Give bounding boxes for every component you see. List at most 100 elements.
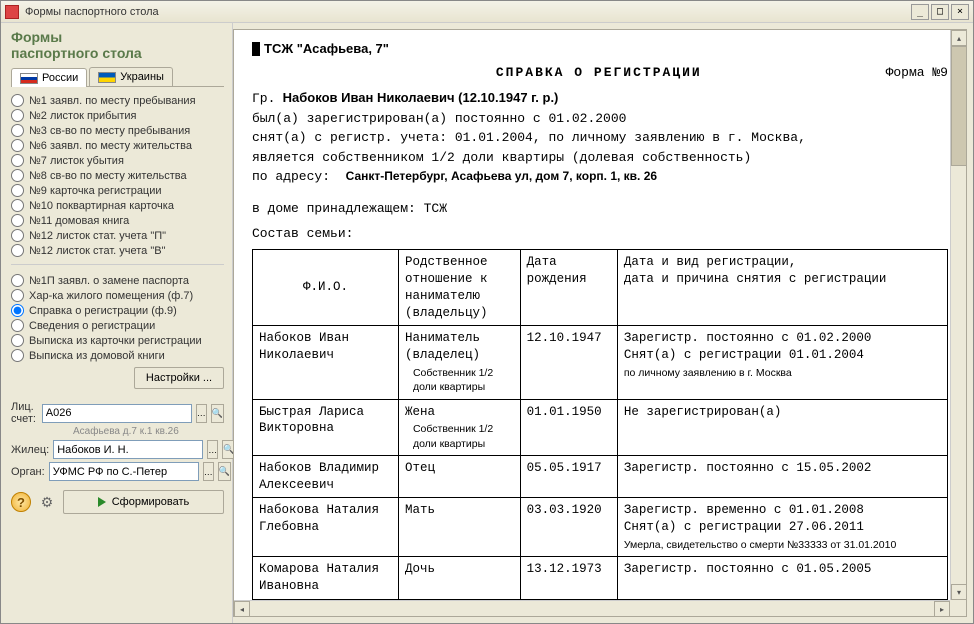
- separator: [11, 264, 224, 265]
- form-radio[interactable]: [11, 154, 24, 167]
- form-radio-label: №12 листок стат. учета "П": [29, 230, 166, 242]
- form-radio[interactable]: [11, 199, 24, 212]
- form-radio-label: Хар-ка жилого помещения (ф.7): [29, 290, 193, 302]
- form-radio-item[interactable]: №12 листок стат. учета "П": [11, 228, 224, 243]
- flag-ua-icon: [98, 72, 116, 83]
- tab-russia[interactable]: России: [11, 68, 87, 87]
- app-window: Формы паспортного стола _ □ × Формы пасп…: [0, 0, 974, 624]
- form-radio[interactable]: [11, 169, 24, 182]
- generate-button[interactable]: Сформировать: [63, 490, 224, 514]
- gear-icon[interactable]: ⚙: [37, 492, 57, 512]
- account-input[interactable]: [42, 404, 192, 423]
- doc-line-1: был(а) зарегистрирован(а) постоянно с 01…: [252, 110, 948, 128]
- scroll-up-button[interactable]: ▴: [951, 30, 967, 46]
- table-row: Быстрая Лариса ВикторовнаЖенаСобственник…: [253, 399, 948, 455]
- scroll-right-button[interactable]: ▸: [934, 601, 950, 617]
- form-radio[interactable]: [11, 109, 24, 122]
- form-radio[interactable]: [11, 184, 24, 197]
- person-browse-button[interactable]: …: [207, 440, 218, 459]
- table-cell: Зарегистр. постоянно с 01.05.2005: [617, 557, 947, 600]
- org-search-button[interactable]: 🔍: [218, 462, 231, 481]
- org-input[interactable]: [49, 462, 199, 481]
- org-label: Орган:: [11, 466, 45, 478]
- form-radio[interactable]: [11, 289, 24, 302]
- table-cell: Наниматель (владелец)Собственник 1/2 дол…: [398, 326, 520, 399]
- table-cell: Зарегистр. временно с 01.01.2008 Снят(а)…: [617, 498, 947, 557]
- form-radio[interactable]: [11, 94, 24, 107]
- table-row: Набокова Наталия ГлебовнаМать03.03.1920З…: [253, 498, 948, 557]
- form-radio-item[interactable]: Выписка из домовой книги: [11, 348, 224, 363]
- settings-button[interactable]: Настройки ...: [134, 367, 224, 389]
- account-browse-button[interactable]: …: [196, 404, 207, 423]
- doc-house-line: в доме принадлежащем: ТСЖ: [252, 200, 948, 218]
- close-button[interactable]: ×: [951, 4, 969, 20]
- form-radio[interactable]: [11, 349, 24, 362]
- form-radio-label: Выписка из домовой книги: [29, 350, 165, 362]
- scrollbar-vertical[interactable]: ▴ ▾: [950, 30, 966, 600]
- document: ТСЖ "Асафьева, 7" СПРАВКА О РЕГИСТРАЦИИ …: [234, 30, 966, 617]
- form-radio-item[interactable]: Хар-ка жилого помещения (ф.7): [11, 288, 224, 303]
- country-tabs: России Украины: [11, 67, 224, 87]
- minimize-button[interactable]: _: [911, 4, 929, 20]
- table-cell: Не зарегистрирован(а): [617, 399, 947, 455]
- form-radio[interactable]: [11, 244, 24, 257]
- tab-ukraine[interactable]: Украины: [89, 67, 173, 86]
- form-radio-item[interactable]: №10 поквартирная карточка: [11, 198, 224, 213]
- scroll-thumb[interactable]: [951, 46, 967, 166]
- form-radio-item[interactable]: №6 заявл. по месту жительства: [11, 138, 224, 153]
- tab-russia-label: России: [42, 72, 78, 84]
- doc-address: по адресу: Санкт-Петербург, Асафьева ул,…: [252, 168, 948, 186]
- help-icon[interactable]: ?: [11, 492, 31, 512]
- app-icon: [5, 5, 19, 19]
- form-radio[interactable]: [11, 229, 24, 242]
- form-radio-item[interactable]: №8 св-во по месту жительства: [11, 168, 224, 183]
- scroll-left-button[interactable]: ◂: [234, 601, 250, 617]
- family-table: Ф.И.О. Родственное отношение к нанимател…: [252, 249, 948, 600]
- form-radio-item[interactable]: №1 заявл. по месту пребывания: [11, 93, 224, 108]
- form-radio-item[interactable]: №12 листок стат. учета "В": [11, 243, 224, 258]
- form-radio[interactable]: [11, 124, 24, 137]
- form-radio-label: №7 листок убытия: [29, 155, 124, 167]
- form-radio-label: №2 листок прибытия: [29, 110, 137, 122]
- form-radio-item[interactable]: №9 карточка регистрации: [11, 183, 224, 198]
- form-radio-label: №9 карточка регистрации: [29, 185, 162, 197]
- person-label: Жилец:: [11, 444, 49, 456]
- org-browse-button[interactable]: …: [203, 462, 214, 481]
- scrollbar-horizontal[interactable]: ◂ ▸: [234, 600, 950, 616]
- account-search-button[interactable]: 🔍: [211, 404, 224, 423]
- form-radio[interactable]: [11, 139, 24, 152]
- form-radio[interactable]: [11, 214, 24, 227]
- table-cell: Отец: [398, 455, 520, 498]
- scroll-down-button[interactable]: ▾: [951, 584, 967, 600]
- form-radio-item[interactable]: №1П заявл. о замене паспорта: [11, 273, 224, 288]
- form-radio-label: Справка о регистрации (ф.9): [29, 305, 177, 317]
- form-radio-item[interactable]: Сведения о регистрации: [11, 318, 224, 333]
- form-radio[interactable]: [11, 274, 24, 287]
- table-cell: 01.01.1950: [520, 399, 617, 455]
- form-radio-item[interactable]: №7 листок убытия: [11, 153, 224, 168]
- fields: Лиц. счет: … 🔍 Асафьева д.7 к.1 кв.26 Жи…: [11, 401, 224, 484]
- form-radio-label: №12 листок стат. учета "В": [29, 245, 166, 257]
- sidebar-heading: Формы паспортного стола: [11, 29, 224, 61]
- form-radio-item[interactable]: №3 св-во по месту пребывания: [11, 123, 224, 138]
- form-radio[interactable]: [11, 304, 24, 317]
- form-radio-item[interactable]: №2 листок прибытия: [11, 108, 224, 123]
- doc-person: Гр. Набоков Иван Николаевич (12.10.1947 …: [252, 89, 948, 108]
- table-row: Набоков Владимир АлексеевичОтец05.05.191…: [253, 455, 948, 498]
- doc-line-3: является собственником 1/2 доли квартиры…: [252, 149, 948, 167]
- table-cell: Набокова Наталия Глебовна: [253, 498, 399, 557]
- person-input[interactable]: [53, 440, 203, 459]
- document-area: ТСЖ "Асафьева, 7" СПРАВКА О РЕГИСТРАЦИИ …: [233, 29, 967, 617]
- flag-ru-icon: [20, 73, 38, 84]
- sidebar: Формы паспортного стола России Украины №…: [1, 23, 233, 623]
- account-label: Лиц. счет:: [11, 401, 38, 425]
- doc-title: СПРАВКА О РЕГИСТРАЦИИ: [312, 64, 886, 82]
- form-radio-item[interactable]: Выписка из карточки регистрации: [11, 333, 224, 348]
- form-radio-item[interactable]: Справка о регистрации (ф.9): [11, 303, 224, 318]
- form-radio[interactable]: [11, 334, 24, 347]
- form-radio[interactable]: [11, 319, 24, 332]
- table-cell: Мать: [398, 498, 520, 557]
- table-cell: Зарегистр. постоянно с 15.05.2002: [617, 455, 947, 498]
- form-radio-item[interactable]: №11 домовая книга: [11, 213, 224, 228]
- maximize-button[interactable]: □: [931, 4, 949, 20]
